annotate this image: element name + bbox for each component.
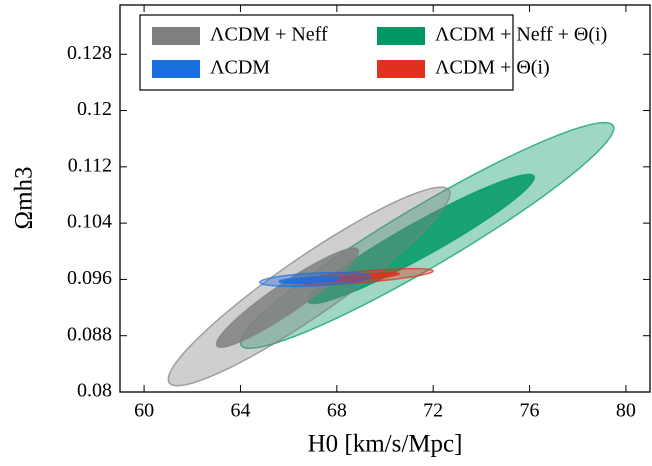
legend-swatch [377,27,425,45]
legend-swatch [377,60,425,78]
legend-label: ΛCDM [210,57,270,79]
y-tick-label: 0.112 [68,154,112,176]
legend: ΛCDM + Neff ΛCDM + Neff + Θ(i) ΛCDM ΛCDM + … [139,14,607,91]
y-axis-label: Ωmh3 [11,166,38,229]
contour [278,276,341,285]
y-tick-label: 0.088 [67,323,112,345]
x-tick-label: 72 [423,400,443,422]
plot-frame [119,4,651,393]
legend-label: ΛCDM + Θ(i) [435,57,550,79]
legend-label: ΛCDM + Neff + Θ(i) [435,24,607,46]
legend-swatch [152,60,200,78]
x-tick-label: 60 [134,400,154,422]
y-tick-label: 0.08 [77,380,112,402]
x-tick-label: 68 [327,400,347,422]
x-tick-label: 80 [616,400,636,422]
x-axis-label: H0 [km/s/Mpc] [308,431,463,458]
x-tick-label: 76 [520,400,540,422]
y-tick-label: 0.128 [67,42,112,64]
x-tick-label: 64 [230,400,250,422]
legend-box [139,14,514,91]
legend-label: ΛCDM + Neff [210,24,328,46]
y-tick-label: 0.104 [67,211,112,233]
legend-swatch [152,27,200,45]
y-tick-label: 0.12 [77,98,112,120]
y-tick-label: 0.096 [67,267,112,289]
